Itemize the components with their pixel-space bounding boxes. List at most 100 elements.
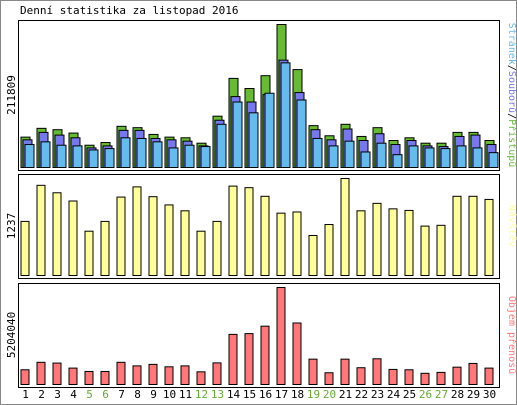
y-series-label-separator: / xyxy=(506,113,517,119)
bar-Návštěv xyxy=(324,224,334,276)
bar-Stránek xyxy=(264,92,275,168)
bar-Objem přenosů xyxy=(308,358,318,385)
bar-Objem přenosů xyxy=(164,366,174,385)
panel-frame xyxy=(18,174,500,279)
bar-Návštěv xyxy=(468,195,478,276)
x-tick-label: 3 xyxy=(54,388,61,401)
bar-Objem přenosů xyxy=(468,362,478,386)
y-max-label: 1237 xyxy=(5,213,18,240)
bar-Návštěv xyxy=(196,230,206,277)
bar-Objem přenosů xyxy=(100,370,110,386)
bar-Návštěv xyxy=(452,195,462,276)
x-tick-label: 28 xyxy=(451,388,464,401)
bar-Návštěv xyxy=(388,208,398,276)
y-max-label: 211809 xyxy=(5,75,18,115)
bar-Návštěv xyxy=(228,185,238,276)
bar-Návštěv xyxy=(340,178,350,276)
bar-Objem přenosů xyxy=(436,371,446,385)
bar-Návštěv xyxy=(20,220,30,277)
bar-Návštěv xyxy=(132,186,142,276)
x-tick-label: 14 xyxy=(227,388,241,401)
bar-Objem přenosů xyxy=(228,333,238,385)
bar-Objem přenosů xyxy=(196,371,206,385)
x-tick-label: 30 xyxy=(483,388,496,401)
x-tick-label: 8 xyxy=(134,388,141,401)
bar-Stránek xyxy=(152,141,163,169)
panel-visits: 1237 Návštěv xyxy=(5,174,517,279)
x-tick-label: 23 xyxy=(371,388,384,401)
y-series-label-part: Stránek xyxy=(506,23,517,65)
bar-Objem přenosů xyxy=(404,369,414,385)
bar-Stránek xyxy=(200,146,211,169)
bar-Návštěv xyxy=(372,202,382,277)
x-tick-label: 11 xyxy=(179,388,192,401)
bar-Objem přenosů xyxy=(68,367,78,385)
bar-Návštěv xyxy=(52,192,62,276)
x-tick-label: 4 xyxy=(70,388,77,401)
x-tick-label: 1 xyxy=(22,388,29,401)
bar-Stránek xyxy=(472,147,483,168)
bar-Objem přenosů xyxy=(36,361,46,385)
x-tick-label: 25 xyxy=(403,388,416,401)
bar-Stránek xyxy=(248,112,259,169)
y-series-label: Objem přenosů xyxy=(506,296,517,374)
x-tick-label: 5 xyxy=(86,388,93,401)
x-tick-label: 27 xyxy=(435,388,448,401)
bar-Objem přenosů xyxy=(452,366,462,386)
bar-Stránek xyxy=(104,148,115,168)
x-tick-label: 15 xyxy=(243,388,256,401)
panel-frame xyxy=(18,283,500,388)
bar-Stránek xyxy=(168,147,179,168)
bar-Stránek xyxy=(344,140,355,169)
y-series-label-part: Přístupů xyxy=(506,119,517,167)
bar-Návštěv xyxy=(436,224,446,277)
y-series-label: Stránek/Souborů/Přístupů xyxy=(506,23,517,168)
bar-Návštěv xyxy=(148,196,158,276)
x-tick-label: 18 xyxy=(291,388,304,401)
bar-Návštěv xyxy=(36,184,46,276)
bar-Objem přenosů xyxy=(148,363,158,385)
x-tick-label: 10 xyxy=(163,388,176,401)
x-axis-labels: 1 2 3 4 5 6 7 8 9 10 11 12 13 14 15 16 17 18 19 20 21 22 23 24 2… xyxy=(22,388,496,401)
x-tick-label: 9 xyxy=(150,388,157,401)
bar-Stránek xyxy=(440,148,451,168)
bar-Stránek xyxy=(232,101,243,168)
bar-Objem přenosů xyxy=(244,333,254,385)
bar-Stránek xyxy=(88,149,99,169)
bar-Objem přenosů xyxy=(388,368,398,385)
x-tick-label: 17 xyxy=(275,388,288,401)
bar-Objem přenosů xyxy=(420,372,430,385)
bar-Návštěv xyxy=(100,220,110,277)
bar-Stránek xyxy=(40,141,51,169)
bar-Objem přenosů xyxy=(340,358,350,385)
y-max-label: 5204040 xyxy=(5,312,18,358)
bar-Stránek xyxy=(184,144,195,168)
bar-Stránek xyxy=(328,145,339,168)
x-tick-label: 7 xyxy=(118,388,125,401)
bar-Návštěv xyxy=(244,187,254,277)
y-series-label-part: Návštěv xyxy=(506,205,517,247)
bar-Objem přenosů xyxy=(292,322,302,385)
bar-Stránek xyxy=(296,99,307,168)
bar-Objem přenosů xyxy=(372,358,382,386)
y-series-label-part: Objem přenosů xyxy=(506,296,517,374)
bar-Objem přenosů xyxy=(356,367,366,386)
bar-Objem přenosů xyxy=(260,325,270,385)
chart-title: Denní statistika za listopad 2016 xyxy=(20,4,239,17)
x-tick-label: 6 xyxy=(102,388,109,401)
x-tick-label: 16 xyxy=(259,388,272,401)
bar-Stránek xyxy=(136,137,147,169)
bar-Objem přenosů xyxy=(84,370,94,386)
bar-Návštěv xyxy=(292,211,302,276)
bar-Stránek xyxy=(120,137,131,168)
bar-Objem přenosů xyxy=(20,369,30,385)
bar-Stránek xyxy=(56,144,67,168)
bar-Návštěv xyxy=(308,235,318,277)
bar-Objem přenosů xyxy=(276,287,286,385)
bar-Objem přenosů xyxy=(484,367,494,385)
bar-Návštěv xyxy=(260,195,270,276)
x-tick-label: 20 xyxy=(323,388,336,401)
panel-frame xyxy=(18,20,500,171)
